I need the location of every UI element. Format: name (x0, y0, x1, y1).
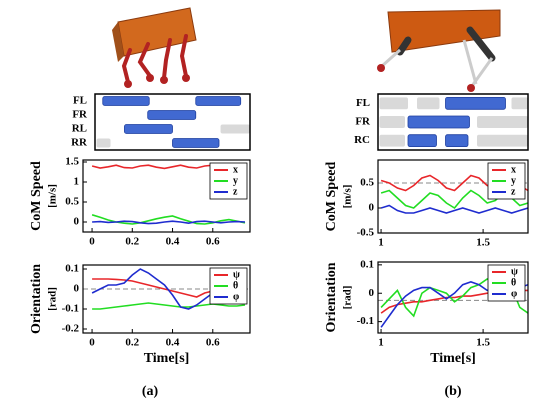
legend-label: y (511, 175, 516, 186)
legend-label: φ (233, 291, 239, 302)
y-tick-label: -0.1 (357, 315, 374, 327)
idle-phase (380, 135, 406, 147)
y-tick-label: -0.5 (357, 227, 375, 239)
robot-a (112, 8, 196, 88)
idle-phase (97, 139, 111, 148)
idle-phase (477, 116, 528, 128)
stance-phase (173, 139, 220, 148)
row-label: FL (356, 97, 370, 109)
figure: (a) (b) FLFRRLRR00.511.500.20.40.6xyzCoM… (0, 0, 536, 410)
x-axis-label: Time[s] (430, 351, 476, 366)
stance-phase (103, 97, 150, 106)
y-axis-label: Orientation (324, 262, 339, 332)
y-tick-label: 0 (74, 216, 80, 228)
y-tick-label: -0.2 (62, 323, 80, 335)
row-label: RR (71, 137, 88, 149)
idle-phase (512, 97, 529, 109)
idle-phase (380, 116, 406, 128)
x-tick-label: 0 (89, 236, 95, 248)
legend-label: x (233, 164, 238, 175)
panel-caption: (a) (142, 384, 159, 399)
x-tick-label: 0.6 (206, 337, 220, 349)
stance-phase (446, 97, 506, 109)
idle-phase (477, 135, 528, 147)
x-tick-label: 0.2 (125, 236, 139, 248)
legend-label: θ (233, 280, 238, 291)
legend-label: φ (511, 288, 517, 299)
legend-label: z (233, 186, 238, 197)
row-label: FR (72, 109, 88, 121)
y-tick-label: 1.5 (65, 156, 79, 168)
x-tick-label: 0 (89, 337, 95, 349)
x-axis-label: Time[s] (144, 351, 190, 366)
stance-phase (446, 135, 469, 147)
idle-phase (417, 97, 440, 109)
y-tick-label: 0.1 (65, 263, 79, 275)
y-axis-label: CoM Speed (29, 161, 44, 231)
y-tick-label: 0.1 (360, 258, 374, 270)
y-axis-label: CoM Speed (324, 161, 339, 231)
legend-label: y (233, 175, 238, 186)
idle-phase (221, 125, 250, 134)
idle-phase (380, 97, 409, 109)
legend-label: x (511, 164, 516, 175)
legend-label: ψ (511, 266, 518, 277)
row-label: RC (354, 134, 370, 146)
row-label: RL (72, 123, 87, 135)
x-tick-label: 1.5 (476, 237, 490, 249)
x-tick-label: 1 (378, 337, 384, 349)
stance-phase (408, 116, 470, 128)
stance-phase (148, 111, 196, 120)
y-axis-label: [rad] (342, 286, 354, 310)
x-tick-label: 0.6 (206, 236, 220, 248)
series-line (381, 206, 528, 214)
stance-phase (124, 125, 172, 134)
y-axis-label: [m/s] (342, 185, 354, 209)
row-label: FR (355, 116, 371, 128)
y-tick-label: 1 (74, 176, 80, 188)
legend-label: z (511, 186, 516, 197)
x-tick-label: 0.2 (125, 337, 139, 349)
x-tick-label: 1.5 (476, 337, 490, 349)
x-tick-label: 1 (378, 237, 384, 249)
y-tick-label: -0.1 (62, 303, 79, 315)
legend-label: θ (511, 277, 516, 288)
x-tick-label: 0.4 (166, 337, 180, 349)
row-label: FL (73, 95, 87, 107)
y-tick-label: 0.5 (360, 177, 374, 189)
stance-phase (196, 97, 241, 106)
y-axis-label: Orientation (29, 264, 44, 334)
x-tick-label: 0.4 (166, 236, 180, 248)
y-axis-label: [m/s] (47, 184, 59, 208)
panel-caption: (b) (444, 384, 461, 399)
legend-label: ψ (233, 269, 240, 280)
robot-b (377, 10, 500, 92)
y-axis-label: [rad] (47, 287, 59, 311)
stance-phase (408, 135, 437, 147)
y-tick-label: 0.5 (65, 196, 79, 208)
y-tick-label: 0 (369, 287, 375, 299)
y-tick-label: 0 (369, 202, 375, 214)
series-line (92, 221, 245, 223)
y-tick-label: 0 (74, 283, 80, 295)
